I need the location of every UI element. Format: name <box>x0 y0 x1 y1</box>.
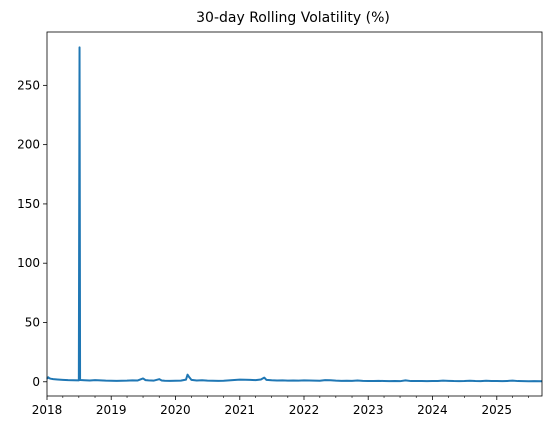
y-tick-label: 0 <box>32 375 40 389</box>
chart-title: 30-day Rolling Volatility (%) <box>196 10 390 26</box>
x-tick-label: 2018 <box>32 403 63 417</box>
x-tick-label: 2022 <box>289 403 320 417</box>
x-tick-label: 2025 <box>482 403 513 417</box>
x-tick-label: 2021 <box>225 403 256 417</box>
plot-frame <box>46 31 543 397</box>
x-tick-label: 2023 <box>353 403 384 417</box>
y-tick-label: 50 <box>25 315 40 329</box>
y-tick-label: 100 <box>17 256 40 270</box>
x-tick-label: 2024 <box>417 403 448 417</box>
y-axis: 0 50 100 150 200 250 <box>17 78 47 389</box>
y-tick-label: 250 <box>17 78 40 92</box>
plot-area <box>46 46 543 383</box>
y-tick-label: 150 <box>17 197 40 211</box>
series-line-0 <box>46 46 543 383</box>
x-tick-label: 2020 <box>160 403 191 417</box>
x-tick-label: 2019 <box>96 403 127 417</box>
y-tick-label: 200 <box>17 138 40 152</box>
x-axis: 2018 2019 2020 2021 2022 2023 2024 2025 <box>32 396 529 417</box>
